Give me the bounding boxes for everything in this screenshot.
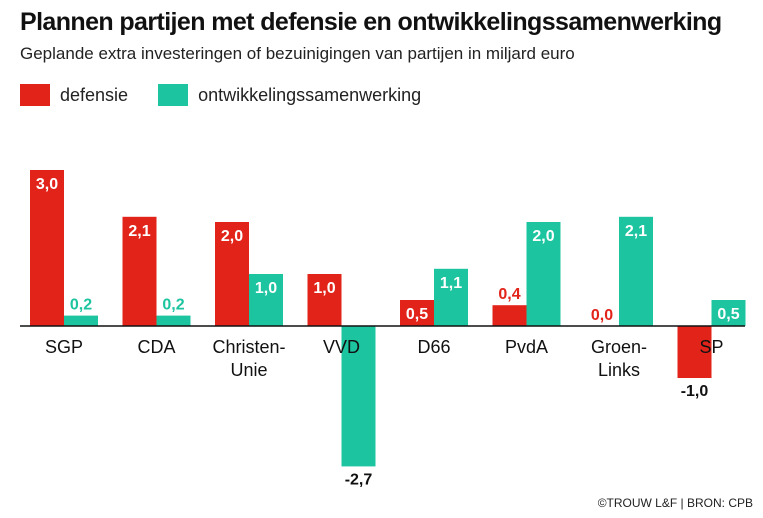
data-label-defensie-5: 0,4 (498, 286, 520, 303)
bar-ontwikkelingssamenwerking-6 (619, 216, 653, 326)
bar-ontwikkelingssamenwerking-0 (64, 315, 98, 326)
bar-defensie-4 (400, 300, 434, 326)
data-label-defensie-0: 3,0 (36, 176, 58, 193)
bar-defensie-2 (215, 222, 249, 326)
category-label-3: VVD (323, 337, 360, 357)
data-label-defensie-2: 2,0 (221, 228, 243, 245)
legend-item-ontwikkelingssamenwerking: ontwikkelingssamenwerking (158, 84, 421, 106)
legend-label-defensie: defensie (60, 84, 129, 105)
data-label-ontwikkelingssamenwerking-0: 0,2 (70, 297, 92, 314)
category-label-2-line-0: Christen- (212, 337, 285, 357)
legend-swatch-defensie (20, 84, 50, 106)
chart-title: Plannen partijen met defensie en ontwikk… (20, 8, 722, 36)
data-label-ontwikkelingssamenwerking-5: 2,0 (532, 228, 554, 245)
category-label-4: D66 (417, 337, 450, 357)
category-label-0: SGP (45, 337, 83, 357)
data-label-ontwikkelingssamenwerking-4: 1,1 (440, 275, 462, 292)
bar-defensie-1 (122, 216, 157, 326)
bar-ontwikkelingssamenwerking-1 (156, 315, 191, 326)
bar-ontwikkelingssamenwerking-5 (526, 222, 561, 326)
legend: defensie ontwikkelingssamenwerking (20, 84, 451, 106)
data-label-defensie-1: 2,1 (128, 223, 150, 240)
chart-subtitle: Geplande extra investeringen of bezuinig… (20, 44, 575, 63)
data-label-defensie-3: 1,0 (313, 280, 335, 297)
bar-ontwikkelingssamenwerking-2 (249, 274, 283, 326)
bar-ontwikkelingssamenwerking-7 (711, 300, 746, 326)
source-credit: ©TROUW L&F | BRON: CPB (597, 496, 753, 510)
category-label-7: SP (699, 337, 723, 357)
category-label-6-line-0: Groen- (591, 337, 647, 357)
bar-ontwikkelingssamenwerking-4 (434, 268, 468, 326)
legend-item-defensie: defensie (20, 84, 128, 106)
data-label-ontwikkelingssamenwerking-1: 0,2 (162, 297, 184, 314)
data-label-defensie-7: -1,0 (681, 383, 709, 400)
category-label-5: PvdA (505, 337, 548, 357)
data-label-ontwikkelingssamenwerking-3: -2,7 (345, 471, 373, 488)
data-label-defensie-4: 0,5 (406, 306, 428, 323)
data-label-ontwikkelingssamenwerking-2: 1,0 (255, 280, 277, 297)
bar-defensie-5 (492, 305, 527, 326)
category-label-6-line-1: Links (598, 360, 640, 380)
legend-label-ontwikkelingssamenwerking: ontwikkelingssamenwerking (198, 84, 422, 105)
bar-defensie-7 (677, 326, 712, 378)
category-label-1: CDA (137, 337, 175, 357)
data-label-defensie-6: 0,0 (591, 307, 613, 324)
data-label-ontwikkelingssamenwerking-6: 2,1 (625, 223, 647, 240)
bar-defensie-3 (307, 274, 342, 326)
bar-ontwikkelingssamenwerking-3 (341, 326, 376, 467)
category-label-2-line-1: Unie (230, 360, 267, 380)
data-label-ontwikkelingssamenwerking-7: 0,5 (717, 306, 739, 323)
legend-swatch-ontwikkelingssamenwerking (158, 84, 189, 106)
bar-defensie-0 (30, 170, 64, 326)
